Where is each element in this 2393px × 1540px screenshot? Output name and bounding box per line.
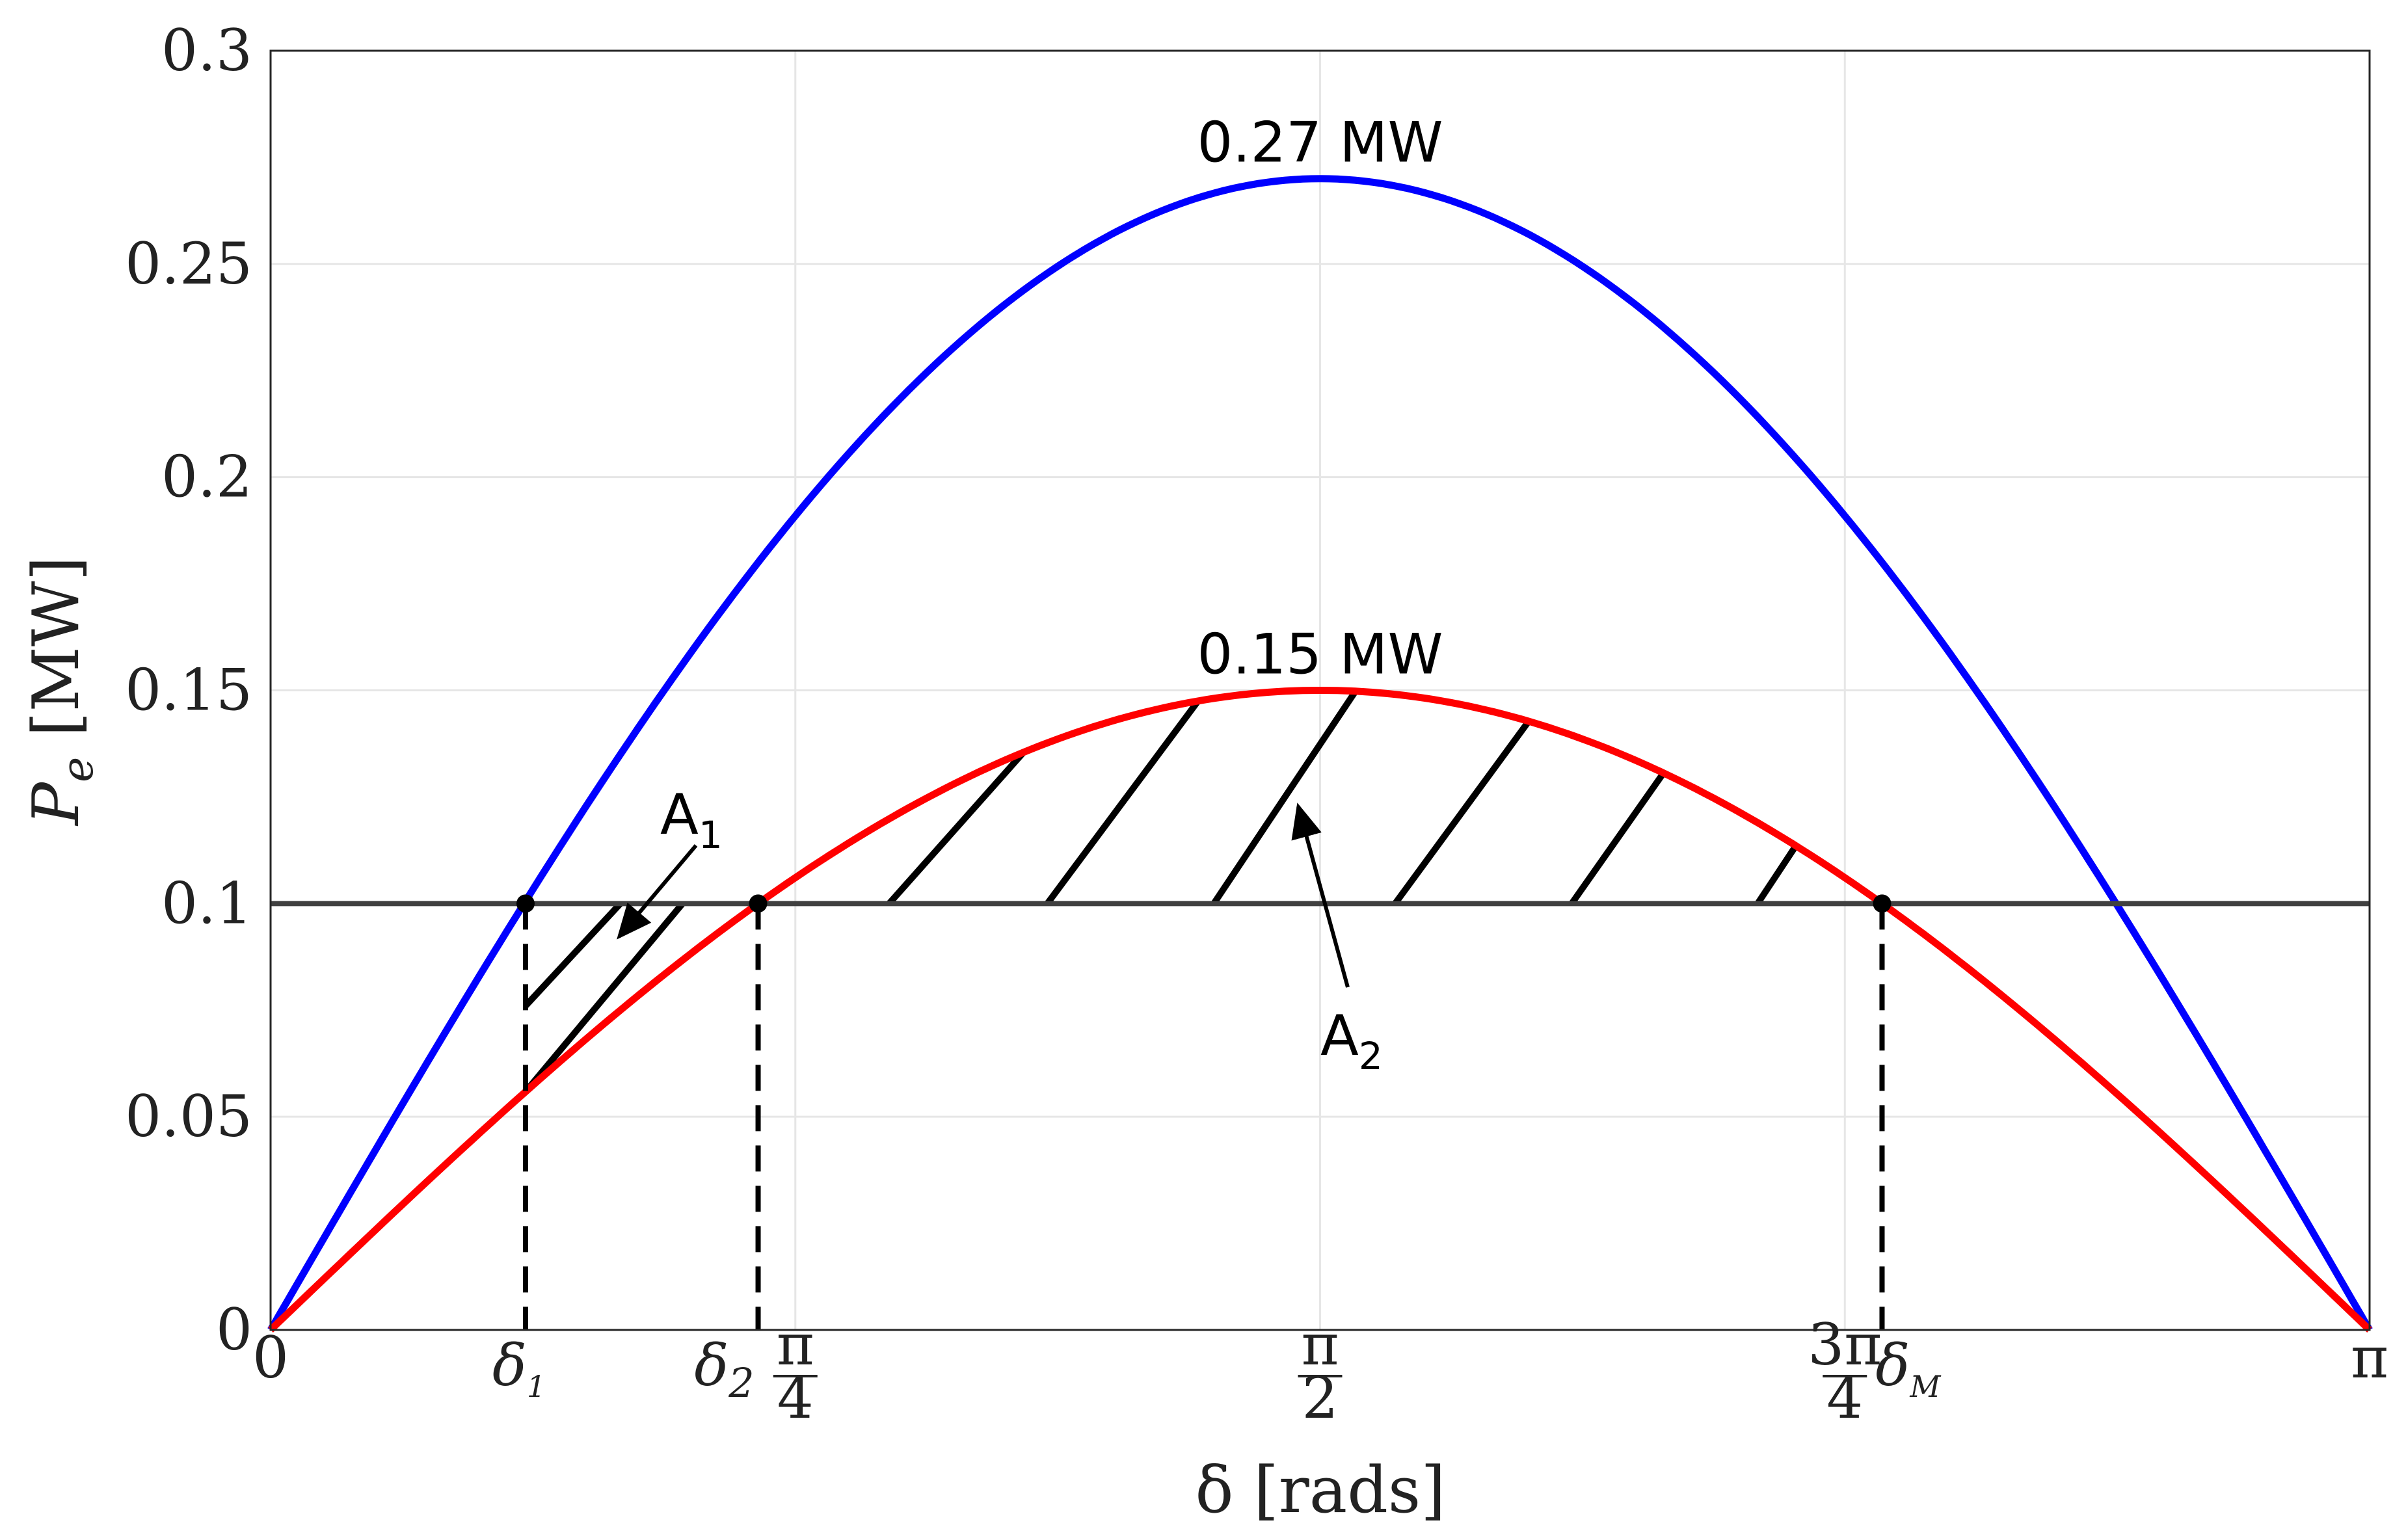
delta-marker-label-2: δM: [1875, 1332, 1942, 1404]
annotation-a1-sub: 1: [699, 813, 723, 857]
plot-frame: [269, 49, 2371, 1331]
delta-marker-label-1: δ2: [694, 1332, 754, 1407]
y-axis-title: Pe [MW]: [20, 556, 103, 827]
y-axis-title-sub: e: [53, 757, 103, 782]
y-tick-label-5: 0.25: [125, 230, 252, 297]
delta-marker-symbol-0: δ: [492, 1332, 527, 1399]
hatch-a1-0: [523, 901, 623, 1009]
annotation-low-peak: 0.15 MW: [1197, 622, 1443, 687]
hatch-a2-2: [1211, 689, 1359, 906]
annotation-a1: A1: [660, 782, 723, 857]
y-tick-labels: 0 0.05 0.1 0.15 0.2 0.25 0.3: [125, 17, 252, 1363]
delta-marker-symbol-2: δ: [1875, 1332, 1910, 1399]
x-tick-denominator-3: 4: [1826, 1364, 1863, 1431]
annotation-a2-main: A: [1320, 1003, 1359, 1069]
delta-marker-dot-0: [516, 894, 535, 913]
x-tick-label-4: π: [2351, 1324, 2388, 1391]
y-axis-title-main: P: [20, 781, 94, 827]
area-hatching: [523, 689, 1799, 1094]
y-tick-label-2: 0.1: [161, 870, 252, 936]
x-tick-denominator-2: 2: [1302, 1364, 1339, 1431]
x-tick-label-1: π4: [773, 1311, 818, 1431]
annotation-high-peak: 0.27 MW: [1197, 111, 1443, 176]
series-line-0: [267, 175, 2373, 1332]
x-tick-label-3: 3π4: [1808, 1311, 1882, 1431]
delta-marker-subscript-2: M: [1909, 1369, 1942, 1404]
hatch-a2-1: [1045, 698, 1201, 906]
series-line-1: [268, 687, 2372, 1333]
x-tick-numerator-2: π: [1302, 1311, 1339, 1378]
x-axis-title: δ [rads]: [1196, 1454, 1446, 1528]
hatch-a2-0: [887, 750, 1026, 906]
annotation-a1-main: A: [660, 782, 699, 847]
y-tick-label-3: 0.15: [125, 657, 252, 724]
y-tick-label-4: 0.2: [161, 444, 252, 511]
y-tick-label-1: 0.05: [125, 1083, 252, 1150]
delta-marker-subscript-0: 1: [527, 1369, 546, 1404]
hatch-a2-4: [1569, 771, 1666, 906]
y-tick-label-0: 0: [216, 1296, 252, 1363]
x-tick-label-2: π2: [1298, 1311, 1343, 1431]
annotation-a2-arrow: [1291, 803, 1350, 988]
hatch-a2-5: [1755, 843, 1799, 906]
x-tick-label-0: 0: [252, 1324, 289, 1391]
x-tick-numerator-3: 3π: [1808, 1311, 1882, 1378]
y-tick-label-6: 0.3: [161, 17, 252, 84]
delta-marker-dot-2: [1873, 894, 1892, 913]
hatch-a1-1: [523, 901, 686, 1094]
annotation-a2: A2: [1320, 1003, 1383, 1078]
delta-markers: δ1 δ2 δM: [492, 894, 1942, 1407]
annotation-a2-sub: 2: [1359, 1034, 1383, 1078]
hatch-a2-3: [1392, 719, 1532, 906]
delta-marker-dot-1: [749, 894, 768, 913]
annotation-a1-arrow: [617, 844, 698, 940]
delta-marker-symbol-1: δ: [694, 1332, 729, 1399]
delta-marker-subscript-1: 2: [728, 1359, 754, 1407]
x-tick-numerator-1: π: [777, 1311, 814, 1378]
x-tick-denominator-1: 4: [777, 1364, 814, 1431]
y-axis-title-unit: [MW]: [20, 556, 94, 757]
delta-marker-label-0: δ1: [492, 1332, 546, 1404]
